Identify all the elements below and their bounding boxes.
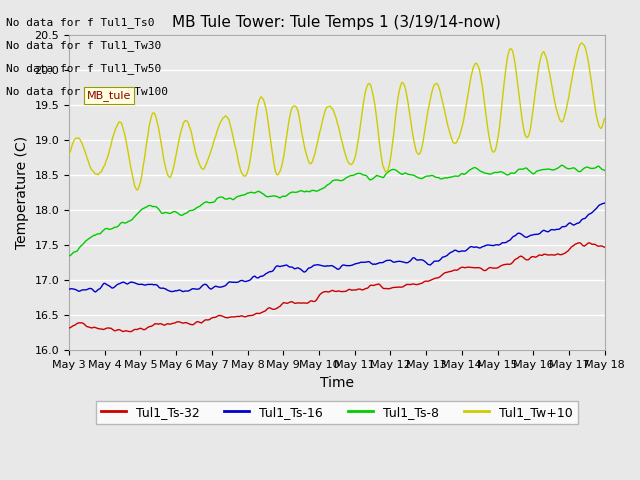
Y-axis label: Temperature (C): Temperature (C) [15,136,29,250]
Text: No data for f Tul1_Tw30: No data for f Tul1_Tw30 [6,40,162,51]
Text: MB_tule: MB_tule [86,90,131,101]
Text: No data for f Tul1_Ts0: No data for f Tul1_Ts0 [6,17,155,28]
Title: MB Tule Tower: Tule Temps 1 (3/19/14-now): MB Tule Tower: Tule Temps 1 (3/19/14-now… [172,15,501,30]
Text: No data for f Tul1_Tw50: No data for f Tul1_Tw50 [6,63,162,74]
X-axis label: Time: Time [320,376,354,390]
Text: No data for f Tul1_Tw100: No data for f Tul1_Tw100 [6,86,168,97]
Legend: Tul1_Ts-32, Tul1_Ts-16, Tul1_Ts-8, Tul1_Tw+10: Tul1_Ts-32, Tul1_Ts-16, Tul1_Ts-8, Tul1_… [96,401,578,424]
